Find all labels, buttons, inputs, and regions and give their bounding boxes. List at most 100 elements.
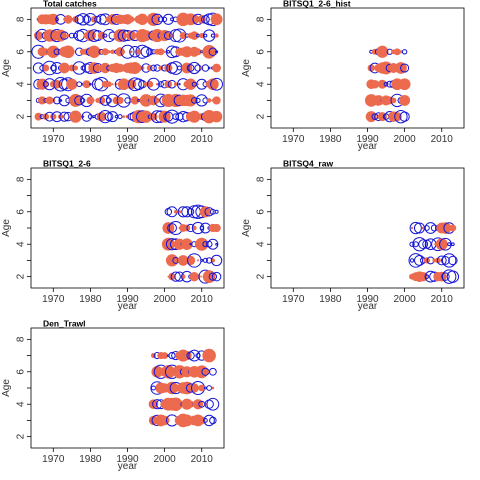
x-tick-label: 1980 bbox=[319, 294, 342, 305]
bubble-negative bbox=[371, 113, 379, 120]
x-tick-label: 2010 bbox=[431, 134, 454, 145]
bubble-positive bbox=[376, 45, 389, 58]
bubble-negative bbox=[187, 205, 201, 219]
bubble-positive bbox=[66, 78, 78, 90]
bubble-negative bbox=[150, 64, 157, 72]
bubble-positive bbox=[38, 96, 47, 105]
bubble-positive bbox=[196, 259, 200, 262]
bubble-positive bbox=[421, 226, 425, 230]
bubble-negative bbox=[441, 269, 457, 284]
bubble-positive bbox=[190, 31, 199, 40]
bubble-positive bbox=[69, 110, 82, 123]
bubble-negative bbox=[32, 62, 45, 74]
bubble-positive bbox=[212, 63, 221, 73]
x-tick-label: 1970 bbox=[42, 454, 65, 465]
bubble-negative bbox=[418, 239, 429, 250]
bubble-positive bbox=[377, 79, 387, 89]
bubble-positive bbox=[47, 13, 59, 25]
bubble-negative bbox=[202, 29, 216, 42]
bubble-positive bbox=[168, 272, 176, 281]
bubble-negative bbox=[72, 33, 79, 39]
bubble-negative bbox=[210, 33, 215, 38]
bubble-positive bbox=[180, 414, 193, 427]
bubble-positive bbox=[169, 397, 183, 411]
x-tick-label: 1990 bbox=[116, 294, 139, 305]
y-tick-label: 6 bbox=[16, 49, 27, 55]
bubble-positive bbox=[148, 399, 159, 410]
y-tick-label: 8 bbox=[256, 176, 267, 182]
bubble-negative bbox=[204, 207, 214, 217]
bubble-positive bbox=[107, 50, 111, 54]
bubble-positive bbox=[435, 257, 441, 264]
bubble-negative bbox=[208, 47, 218, 57]
x-tick-label: 2000 bbox=[393, 294, 416, 305]
bubble-negative bbox=[147, 77, 160, 91]
bubble-positive bbox=[189, 14, 200, 25]
bubble-negative bbox=[207, 238, 219, 250]
bubble-negative bbox=[211, 271, 222, 282]
panel-title: Total catches bbox=[43, 0, 97, 9]
bubble-negative bbox=[175, 112, 184, 121]
bubble-negative bbox=[137, 98, 141, 102]
bubble-positive bbox=[206, 98, 212, 103]
bubble-positive bbox=[192, 399, 204, 410]
bubble-negative bbox=[76, 81, 83, 88]
bubble-negative bbox=[215, 242, 218, 246]
bubble-positive bbox=[130, 96, 140, 105]
panel-title: BITSQ1_2-6_hist bbox=[283, 0, 351, 9]
bubble-negative bbox=[441, 253, 457, 268]
bubble-negative bbox=[120, 44, 135, 59]
bubble-positive bbox=[115, 47, 125, 57]
bubble-positive bbox=[157, 48, 165, 56]
x-tick-label: 1970 bbox=[42, 294, 65, 305]
bubble-negative bbox=[124, 97, 131, 104]
bubble-positive bbox=[148, 95, 159, 106]
bubble-positive bbox=[367, 64, 375, 72]
bubble-negative bbox=[208, 272, 218, 281]
bubble-positive bbox=[410, 226, 414, 230]
x-tick-label: 1970 bbox=[282, 294, 305, 305]
bubble-positive bbox=[197, 416, 206, 425]
bubble-negative bbox=[409, 241, 415, 247]
bubble-negative bbox=[177, 65, 182, 71]
x-tick-label: 2000 bbox=[393, 134, 416, 145]
bubble-negative bbox=[172, 113, 180, 120]
bubble-negative bbox=[186, 64, 195, 72]
bubble-negative bbox=[207, 66, 211, 70]
bubble-positive bbox=[66, 33, 70, 38]
bubble-negative bbox=[73, 30, 85, 42]
panel-2: BITSQ1_2-6 1970 1980 1990 2000 2010 2 4 6 8 year Ag… bbox=[1, 159, 225, 312]
bubble-positive bbox=[88, 62, 100, 74]
x-axis-label: year bbox=[358, 141, 378, 152]
bubble-negative bbox=[53, 96, 61, 105]
y-tick-label: 6 bbox=[16, 369, 27, 375]
bubble-positive bbox=[68, 48, 75, 55]
plot-frame bbox=[270, 7, 465, 129]
bubble-positive bbox=[165, 381, 179, 395]
bubble-positive bbox=[165, 254, 179, 267]
x-tick-label: 2000 bbox=[153, 454, 176, 465]
bubble-negative bbox=[114, 114, 119, 119]
bubble-negative bbox=[59, 111, 70, 122]
bubble-negative bbox=[166, 49, 171, 54]
bubble-layer bbox=[408, 221, 460, 284]
x-tick-label: 1990 bbox=[356, 294, 379, 305]
bubble-negative bbox=[206, 385, 213, 391]
bubble-negative bbox=[409, 258, 415, 263]
bubble-negative bbox=[191, 97, 198, 104]
bubble-negative bbox=[209, 416, 217, 425]
bubble-negative bbox=[446, 270, 460, 283]
bubble-positive bbox=[106, 81, 112, 88]
bubble-positive bbox=[155, 82, 159, 86]
bubble-positive bbox=[399, 94, 411, 106]
bubble-positive bbox=[73, 65, 79, 71]
bubble-positive bbox=[42, 64, 50, 72]
bubble-negative bbox=[441, 272, 450, 281]
x-tick-label: 1970 bbox=[282, 134, 305, 145]
bubble-positive bbox=[144, 18, 148, 21]
bubble-negative bbox=[424, 222, 437, 234]
bubble-positive bbox=[154, 97, 160, 104]
bubble-positive bbox=[449, 224, 457, 232]
y-tick-label: 8 bbox=[16, 16, 27, 22]
bubble-positive bbox=[370, 79, 380, 89]
